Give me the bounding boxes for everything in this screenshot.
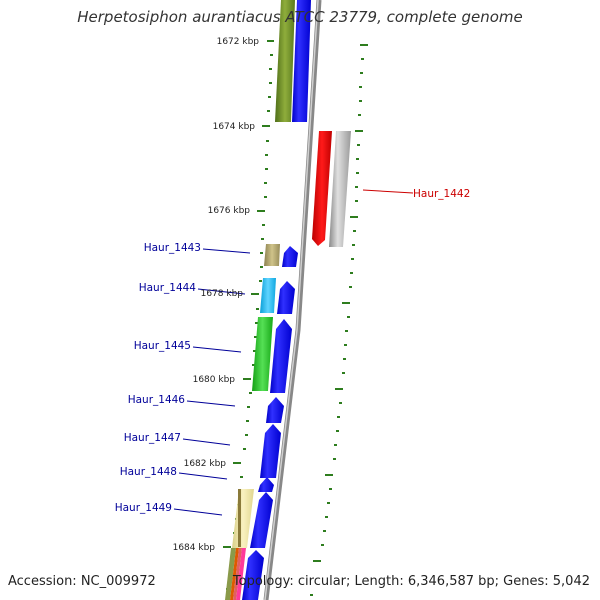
- reverse-strand-features: [225, 0, 311, 600]
- map-title: Herpetosiphon aurantiacus ATCC 23779, co…: [77, 8, 523, 26]
- gene-label-haur-1446[interactable]: Haur_1446: [128, 394, 186, 406]
- ruler-label: 1674 kbp: [213, 122, 256, 132]
- gene-haur-1449-cream: [232, 489, 254, 548]
- ruler-label: 1676 kbp: [208, 206, 251, 216]
- ruler-label: 1678 kbp: [201, 289, 244, 299]
- cds-haur-1448-arrow: [258, 477, 274, 492]
- gene-label-haur-1442[interactable]: Haur_1442: [413, 188, 470, 200]
- cds-haur-1446-arrow: [266, 397, 284, 423]
- cds-olive-top: [275, 0, 295, 122]
- forward-strand-features: [312, 131, 351, 247]
- gene-labels: Haur_1442 Haur_1443 Haur_1444 Haur_1445 …: [115, 188, 471, 514]
- gene-haur-1442-arrow: [312, 131, 332, 246]
- genome-stats-text: Topology: circular; Length: 6,346,587 bp…: [232, 574, 590, 589]
- gene-label-haur-1445[interactable]: Haur_1445: [134, 340, 191, 352]
- genome-backbone: [263, 0, 322, 600]
- outer-ruler: [310, 44, 368, 596]
- gene-label-haur-1449[interactable]: Haur_1449: [115, 502, 172, 514]
- accession-text: Accession: NC_009972: [8, 574, 156, 589]
- cds-blue-top: [292, 0, 311, 122]
- cds-haur-1443-arrow: [282, 246, 298, 267]
- ruler-label: 1682 kbp: [184, 459, 227, 469]
- gene-label-haur-1447[interactable]: Haur_1447: [124, 432, 181, 444]
- cds-olive-bottom: [225, 548, 236, 600]
- ruler-label: 1680 kbp: [193, 375, 236, 385]
- cds-haur-1444-arrow: [277, 281, 295, 314]
- cds-haur-1447-arrow: [260, 424, 281, 478]
- label-leader-lines: [173, 189, 414, 516]
- ruler-labels: 1672 kbp 1674 kbp 1676 kbp 1678 kbp 1680…: [173, 37, 260, 553]
- ruler-label: 1684 kbp: [173, 543, 216, 553]
- gene-label-haur-1444[interactable]: Haur_1444: [139, 282, 197, 294]
- gene-haur-1443-khaki: [264, 244, 280, 266]
- ruler-label: 1672 kbp: [217, 37, 260, 47]
- gene-haur-1442-grey: [329, 131, 351, 247]
- cds-haur-1449-arrow: [250, 492, 273, 548]
- cds-blue-bottom: [242, 550, 264, 600]
- gene-label-haur-1443[interactable]: Haur_1443: [144, 242, 201, 254]
- gene-haur-1445-green: [252, 317, 273, 391]
- cds-haur-1445-arrow: [270, 319, 292, 393]
- gene-haur-1444-cyan: [260, 278, 276, 313]
- gene-label-haur-1448[interactable]: Haur_1448: [120, 466, 177, 478]
